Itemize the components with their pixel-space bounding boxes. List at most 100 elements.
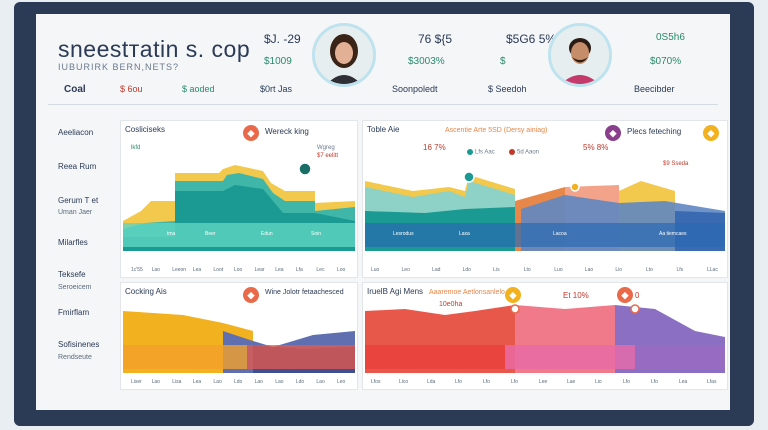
axis-tick: Lis <box>493 267 500 273</box>
panel-price-fetching: Toble Aie Ascentie Arte 5SD (Dersy ainia… <box>362 120 728 278</box>
panel-1-legend-1: lkfd <box>131 145 141 151</box>
panel-2-value-4: 5% 8% <box>583 143 609 152</box>
panel-4-value-1: 10e0ha <box>439 301 463 308</box>
axis-tick: Lea <box>192 379 202 385</box>
avatar-man[interactable] <box>548 23 612 87</box>
axis-tick: Loot <box>213 267 224 273</box>
panel-4-area-chart <box>365 304 725 373</box>
nav-item-4[interactable]: $0rt Jas <box>260 84 293 94</box>
panel-4-title: IruelB Agi Mens <box>367 287 424 296</box>
panel-4-badge2-icon: ◆ <box>617 287 633 303</box>
page-title: snеestтatin s. cop <box>58 36 251 62</box>
panel-2-value-2: Lfs Aac <box>467 149 495 156</box>
axis-tick: Lda <box>427 379 436 385</box>
axis-tick: Lea <box>192 267 202 273</box>
panel-1-title: Cosliciseks <box>125 125 166 134</box>
header-value-6: $ <box>500 56 506 67</box>
axis-tick: Lao <box>151 267 160 273</box>
panel-2-area-chart <box>365 171 725 251</box>
header-value-7: 0S5h6 <box>656 32 685 43</box>
panel-2-band-label-2: Laxa <box>459 231 470 237</box>
panel-2-band-label-4: Aa tiemcaes <box>659 231 687 237</box>
axis-tick: Leeon <box>172 267 187 273</box>
sidebar-item-4[interactable]: Uman Jaer <box>58 209 93 216</box>
axis-tick: Luo <box>554 267 563 273</box>
nav-item-7[interactable]: Beecibder <box>634 84 675 94</box>
axis-tick: Loo <box>337 267 346 273</box>
axis-tick: Lao <box>316 379 325 385</box>
avatar-woman[interactable] <box>312 23 376 87</box>
axis-tick: Lao <box>275 379 284 385</box>
panel-2-badge-title: Plecs feteching <box>627 127 682 136</box>
panel-1-band-label-2: Beer <box>205 231 216 237</box>
panel-1-badge-title: Wereck king <box>265 127 309 136</box>
header-value-3: 76 ${5 <box>418 32 453 46</box>
axis-tick: Lear <box>254 267 265 273</box>
axis-tick: Lico <box>399 379 409 385</box>
axis-tick: Lfo <box>511 379 518 385</box>
sidebar-item-10[interactable]: Rendseute <box>58 354 92 361</box>
panel-4-value-3: 0 <box>635 291 640 300</box>
panel-4-value-2: Et 10% <box>563 291 589 300</box>
panel-wrecking: Cosliciseks ◆ Wereck king lkfd Wgreg $7 … <box>120 120 358 278</box>
axis-tick: Luo <box>371 267 380 273</box>
panel-2-value-5: $9 Sseda <box>663 161 689 167</box>
panel-3-badge-icon: ◆ <box>243 287 259 303</box>
axis-tick: Lea <box>275 267 284 273</box>
sidebar-item-9[interactable]: Sofisinenes <box>58 340 100 349</box>
panel-2-title: Toble Aie <box>367 125 400 134</box>
axis-tick: Lao <box>151 379 160 385</box>
panel-2-value-3: 5d Aaon <box>509 149 539 156</box>
panel-cooking: Cocking Ais ◆ Wine Jolotr fetaachesced L… <box>120 282 358 390</box>
nav-item-3[interactable]: $ aoded <box>182 84 215 94</box>
panel-2-badge-icon: ◆ <box>605 125 621 141</box>
panel-4-header-text: Aaaremoe Aetlonsanlelo <box>429 289 505 296</box>
panel-1-legend-3: $7 eelitt <box>317 153 339 159</box>
sidebar-item-6[interactable]: Teksefe <box>58 270 86 279</box>
axis-tick: Lfo <box>623 379 630 385</box>
panel-4-badge-icon: ◆ <box>505 287 521 303</box>
axis-tick: Lio <box>615 267 623 273</box>
nav-item-2[interactable]: $ 6ou <box>120 84 143 94</box>
axis-tick: Lea <box>679 379 688 385</box>
panel-2-header-text: Ascentie Arte 5SD (Dersy ainiag) <box>445 127 548 134</box>
axis-tick: Lio <box>595 379 602 385</box>
sidebar-item-1[interactable]: Aeeliacon <box>58 128 94 137</box>
axis-tick: Lto <box>523 267 531 273</box>
panel-2-band-label-3: Lacoa <box>553 231 567 237</box>
axis-tick: Lfas <box>707 379 717 385</box>
axis-tick: Lfos <box>371 379 381 385</box>
page-subtitle: IUBURIRK BERN,NETS? <box>58 62 180 72</box>
axis-tick: Lfo <box>455 379 462 385</box>
axis-tick: Lisa <box>172 379 182 385</box>
panel-1-legend-2: Wgreg <box>317 145 335 151</box>
axis-tick: Liser <box>131 379 142 385</box>
axis-tick: Lao <box>213 379 222 385</box>
panel-1-band-label-1: tma <box>167 231 176 237</box>
panel-2-badge2-icon: ◆ <box>703 125 719 141</box>
axis-tick: Lao <box>584 267 594 273</box>
sidebar-item-3[interactable]: Gerum T et <box>58 196 99 205</box>
dashboard-screen: snеestтatin s. cop IUBURIRK BERN,NETS? $… <box>36 14 730 410</box>
header-value-1: $J. -29 <box>264 32 301 46</box>
nav-item-5[interactable]: Soonpoledt <box>392 84 438 94</box>
sidebar-item-5[interactable]: Milarfles <box>58 238 88 247</box>
panel-3-badge-title: Wine Jolotr fetaachesced <box>265 289 344 296</box>
sidebar-item-2[interactable]: Reea Rum <box>58 162 97 171</box>
axis-tick: Lad <box>432 267 441 273</box>
header-value-2: $1009 <box>264 56 292 67</box>
axis-tick: Ldo <box>295 379 305 385</box>
nav-item-coal[interactable]: Coal <box>64 84 86 95</box>
header-value-8: $070% <box>650 56 682 67</box>
panel-1-area-chart <box>123 162 355 251</box>
axis-tick: LLac <box>707 267 718 273</box>
sidebar-item-8[interactable]: Fmirflam <box>58 308 90 317</box>
axis-tick: Lfa <box>295 267 303 273</box>
sidebar-item-7[interactable]: Seroeicem <box>58 284 92 291</box>
panel-2-value-1: 16 7% <box>423 143 446 152</box>
axis-tick: Lae <box>567 379 576 385</box>
axis-tick: Lao <box>254 379 263 385</box>
panel-1-band-label-4: Soin <box>311 231 322 237</box>
nav-item-6[interactable]: $ Seedoh <box>488 84 527 94</box>
header-value-4: $3003% <box>408 56 445 67</box>
